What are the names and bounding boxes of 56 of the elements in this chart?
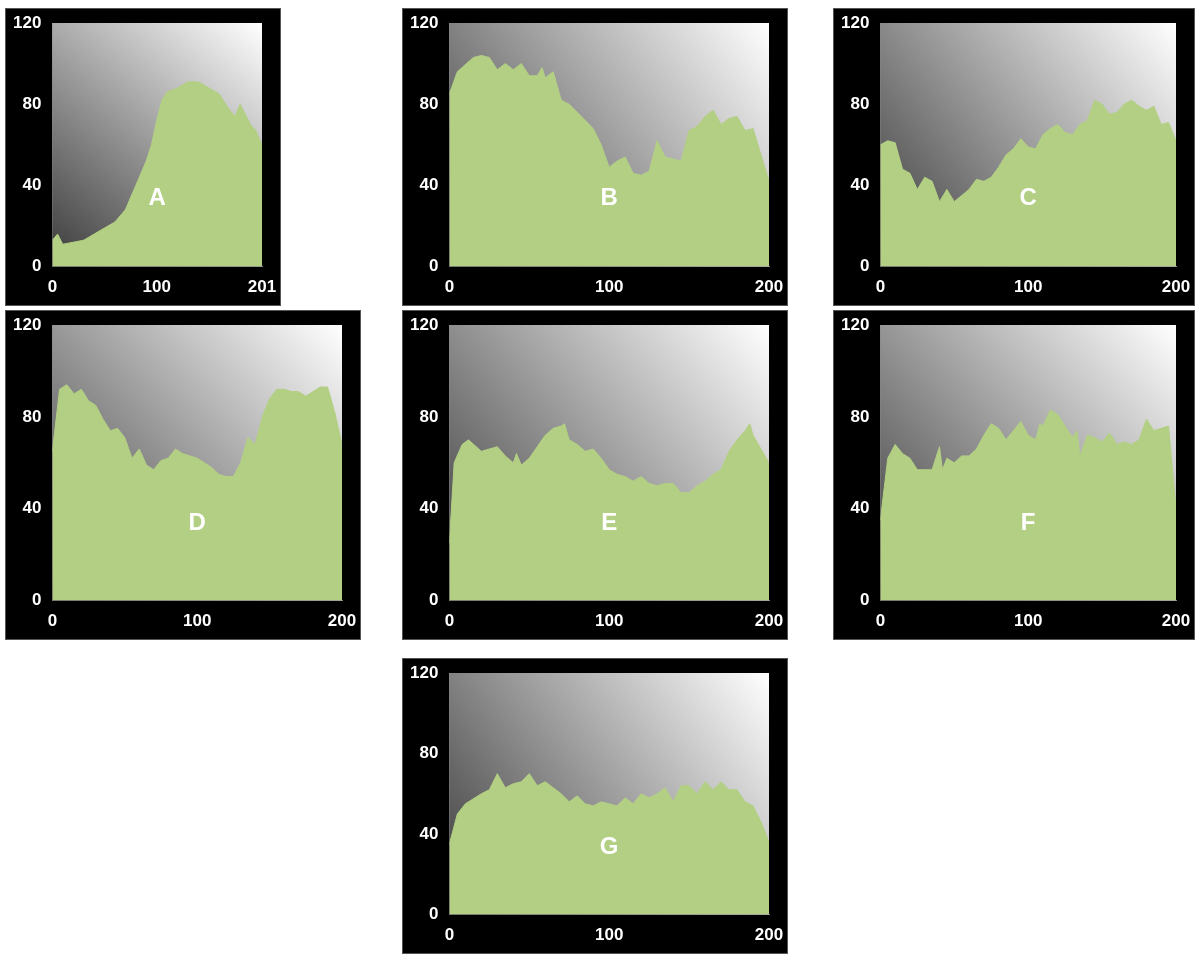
x-tick-label: 200 xyxy=(327,611,357,631)
x-tick-label: 201 xyxy=(247,277,277,297)
x-tick-label: 100 xyxy=(182,611,212,631)
y-tick-label: 0 xyxy=(31,590,42,610)
x-tick-label: 0 xyxy=(875,277,886,297)
x-tick-label: 100 xyxy=(594,925,624,945)
y-tick-label: 120 xyxy=(12,314,42,334)
annotation: A xyxy=(148,183,166,211)
x-tick-label: 200 xyxy=(1161,611,1191,631)
y-tick-label: 40 xyxy=(22,498,42,518)
y-tick-label: 80 xyxy=(419,93,439,113)
x-tick-label: 200 xyxy=(754,611,784,631)
annotation: D xyxy=(188,508,206,536)
y-tick-label: 80 xyxy=(419,406,439,426)
x-tick-label: 0 xyxy=(444,611,455,631)
x-tick-label: 0 xyxy=(444,277,455,297)
y-tick-label: 120 xyxy=(409,314,439,334)
annotation: B xyxy=(600,183,618,211)
x-tick-label: 0 xyxy=(47,611,58,631)
x-tick-label: 200 xyxy=(754,925,784,945)
y-tick-label: 80 xyxy=(419,743,439,763)
y-tick-label: 40 xyxy=(419,175,439,195)
y-tick-label: 120 xyxy=(409,12,439,32)
y-tick-label: 40 xyxy=(22,175,42,195)
y-tick-label: 40 xyxy=(850,175,870,195)
y-tick-label: 80 xyxy=(850,406,870,426)
x-tick-label: 0 xyxy=(875,611,886,631)
y-tick-label: 40 xyxy=(419,498,439,518)
annotation: F xyxy=(1020,508,1036,536)
x-tick-label: 0 xyxy=(47,277,58,297)
y-tick-label: 0 xyxy=(859,256,870,276)
x-tick-label: 100 xyxy=(594,611,624,631)
x-tick-label: 100 xyxy=(594,277,624,297)
x-tick-label: 200 xyxy=(754,277,784,297)
annotation: G xyxy=(599,831,619,859)
x-tick-label: 100 xyxy=(1013,277,1043,297)
y-tick-label: 120 xyxy=(840,314,870,334)
y-tick-label: 120 xyxy=(840,12,870,32)
y-tick-label: 0 xyxy=(428,256,439,276)
y-tick-label: 120 xyxy=(409,662,439,682)
x-tick-label: 0 xyxy=(444,925,455,945)
y-tick-label: 0 xyxy=(859,590,870,610)
y-tick-label: 0 xyxy=(31,256,42,276)
y-tick-label: 80 xyxy=(850,93,870,113)
y-tick-label: 120 xyxy=(12,12,42,32)
y-tick-label: 40 xyxy=(419,823,439,843)
y-tick-label: 0 xyxy=(428,590,439,610)
y-tick-label: 80 xyxy=(22,93,42,113)
y-tick-label: 0 xyxy=(428,904,439,924)
x-tick-label: 100 xyxy=(1013,611,1043,631)
x-tick-label: 100 xyxy=(142,277,171,297)
annotation: C xyxy=(1019,183,1037,211)
y-tick-label: 40 xyxy=(850,498,870,518)
x-tick-label: 200 xyxy=(1161,277,1191,297)
y-tick-label: 80 xyxy=(22,406,42,426)
annotation: E xyxy=(601,508,618,536)
